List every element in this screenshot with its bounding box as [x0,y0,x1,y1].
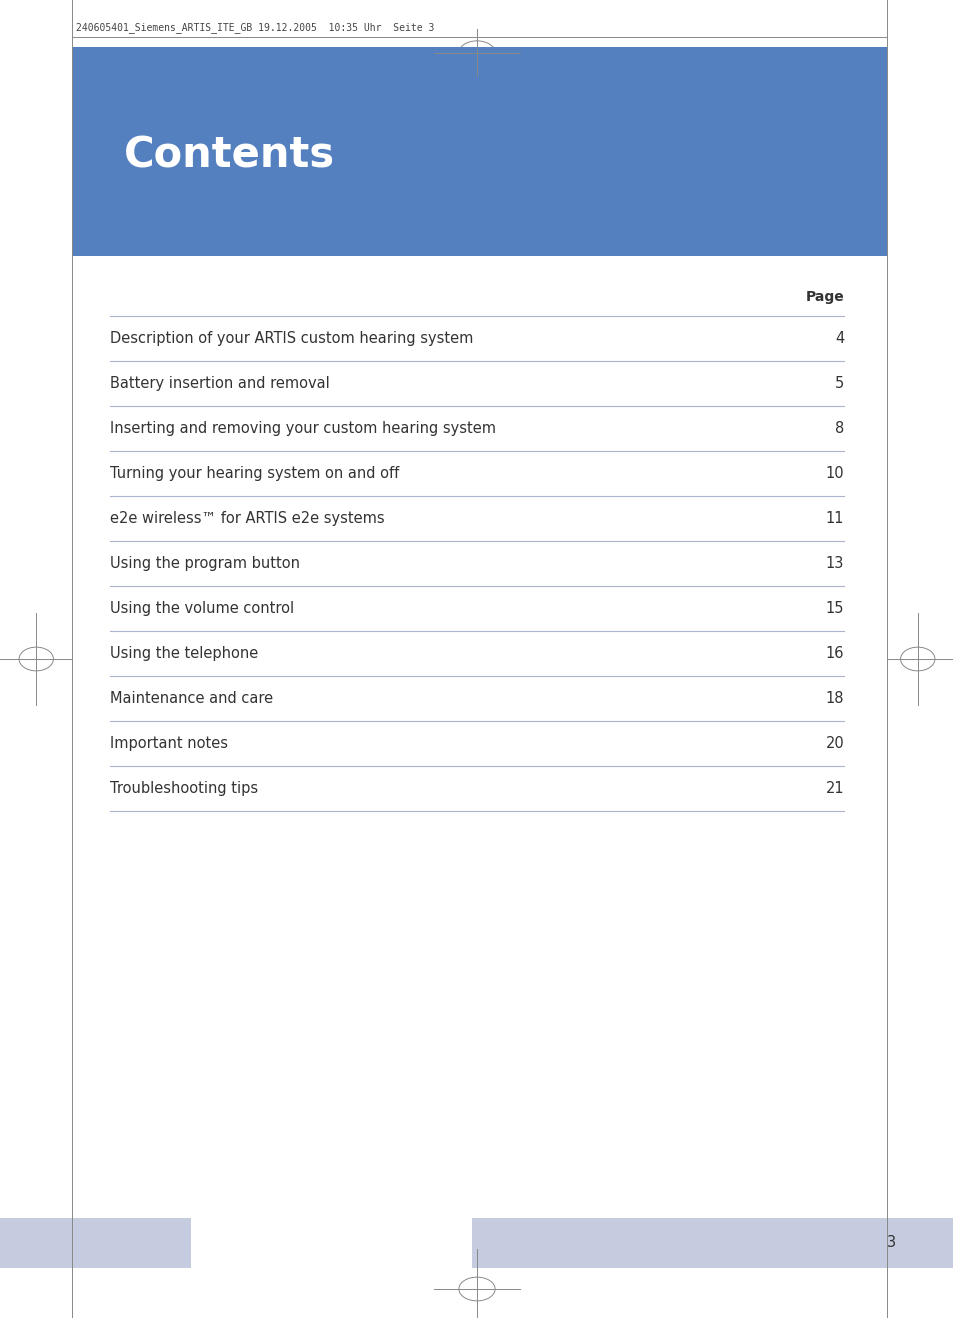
Text: 8: 8 [834,422,843,436]
Text: 13: 13 [825,556,843,571]
Text: 5: 5 [834,376,843,391]
Text: Using the volume control: Using the volume control [110,601,294,616]
Text: Important notes: Important notes [110,735,228,751]
Text: Battery insertion and removal: Battery insertion and removal [110,376,329,391]
Text: 20: 20 [824,735,843,751]
Text: e2e wireless™ for ARTIS e2e systems: e2e wireless™ for ARTIS e2e systems [110,511,384,526]
Text: 240605401_Siemens_ARTIS_ITE_GB 19.12.2005  10:35 Uhr  Seite 3: 240605401_Siemens_ARTIS_ITE_GB 19.12.200… [76,22,435,33]
Text: Contents: Contents [124,134,335,177]
Text: 11: 11 [825,511,843,526]
Text: 21: 21 [824,780,843,796]
Text: Inserting and removing your custom hearing system: Inserting and removing your custom heari… [110,422,496,436]
Bar [0,1218,191,1268]
Text: Using the program button: Using the program button [110,556,299,571]
Text: 16: 16 [825,646,843,660]
Text: Maintenance and care: Maintenance and care [110,691,273,705]
Bar [71,47,886,256]
Text: Using the telephone: Using the telephone [110,646,257,660]
Text: Page: Page [804,290,843,304]
Text: Troubleshooting tips: Troubleshooting tips [110,780,257,796]
Text: Description of your ARTIS custom hearing system: Description of your ARTIS custom hearing… [110,331,473,347]
Text: 3: 3 [886,1235,895,1251]
Bar [472,1218,953,1268]
Text: 15: 15 [825,601,843,616]
Text: Turning your hearing system on and off: Turning your hearing system on and off [110,467,398,481]
Text: 10: 10 [824,467,843,481]
Text: 4: 4 [834,331,843,347]
Text: 18: 18 [825,691,843,705]
